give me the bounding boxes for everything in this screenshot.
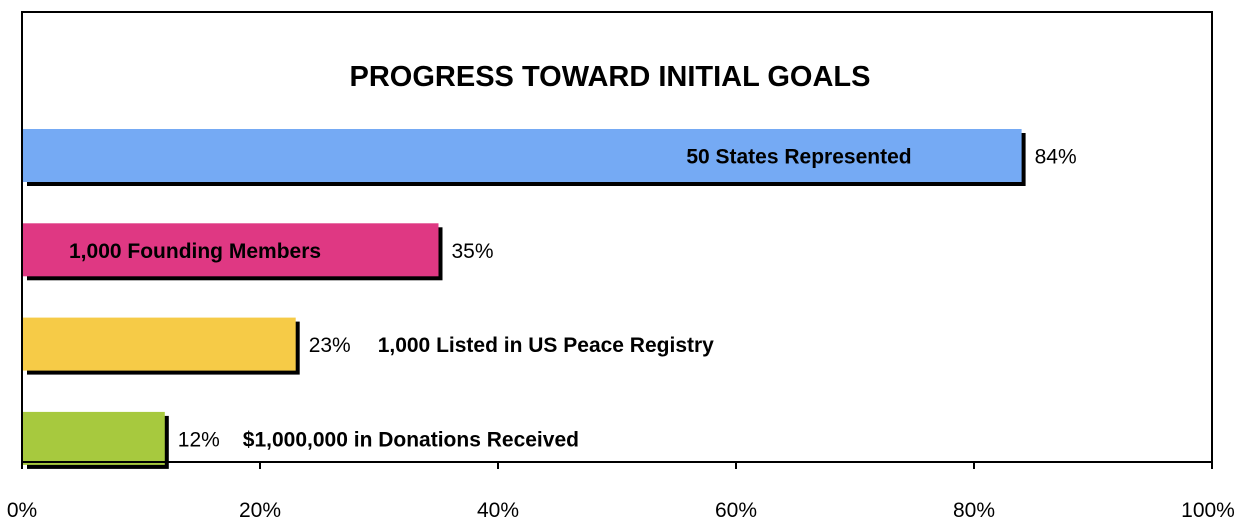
bar — [23, 129, 1022, 182]
chart-title: PROGRESS TOWARD INITIAL GOALS — [350, 61, 871, 93]
bar-value-label: 84% — [1035, 146, 1077, 169]
x-tick-label: 0% — [7, 499, 37, 522]
bar-value-label: 35% — [452, 240, 494, 263]
x-tick-label: 80% — [953, 499, 995, 522]
plot-frame — [21, 11, 1213, 463]
x-tick-label: 40% — [477, 499, 519, 522]
x-tick-label: 20% — [239, 499, 281, 522]
bar-category-label: $1,000,000 in Donations Received — [243, 428, 579, 451]
bar-value-label: 23% — [309, 334, 351, 357]
bar-category-label: 1,000 Founding Members — [69, 240, 321, 263]
x-tick-label: 60% — [715, 499, 757, 522]
bar-category-label: 50 States Represented — [686, 146, 911, 169]
bar — [23, 317, 296, 371]
bar-value-label: 12% — [178, 428, 220, 451]
bar-category-label: 1,000 Listed in US Peace Registry — [378, 334, 714, 357]
x-tick-label: 100% — [1181, 499, 1235, 522]
bar — [23, 411, 165, 465]
bar — [23, 223, 439, 277]
